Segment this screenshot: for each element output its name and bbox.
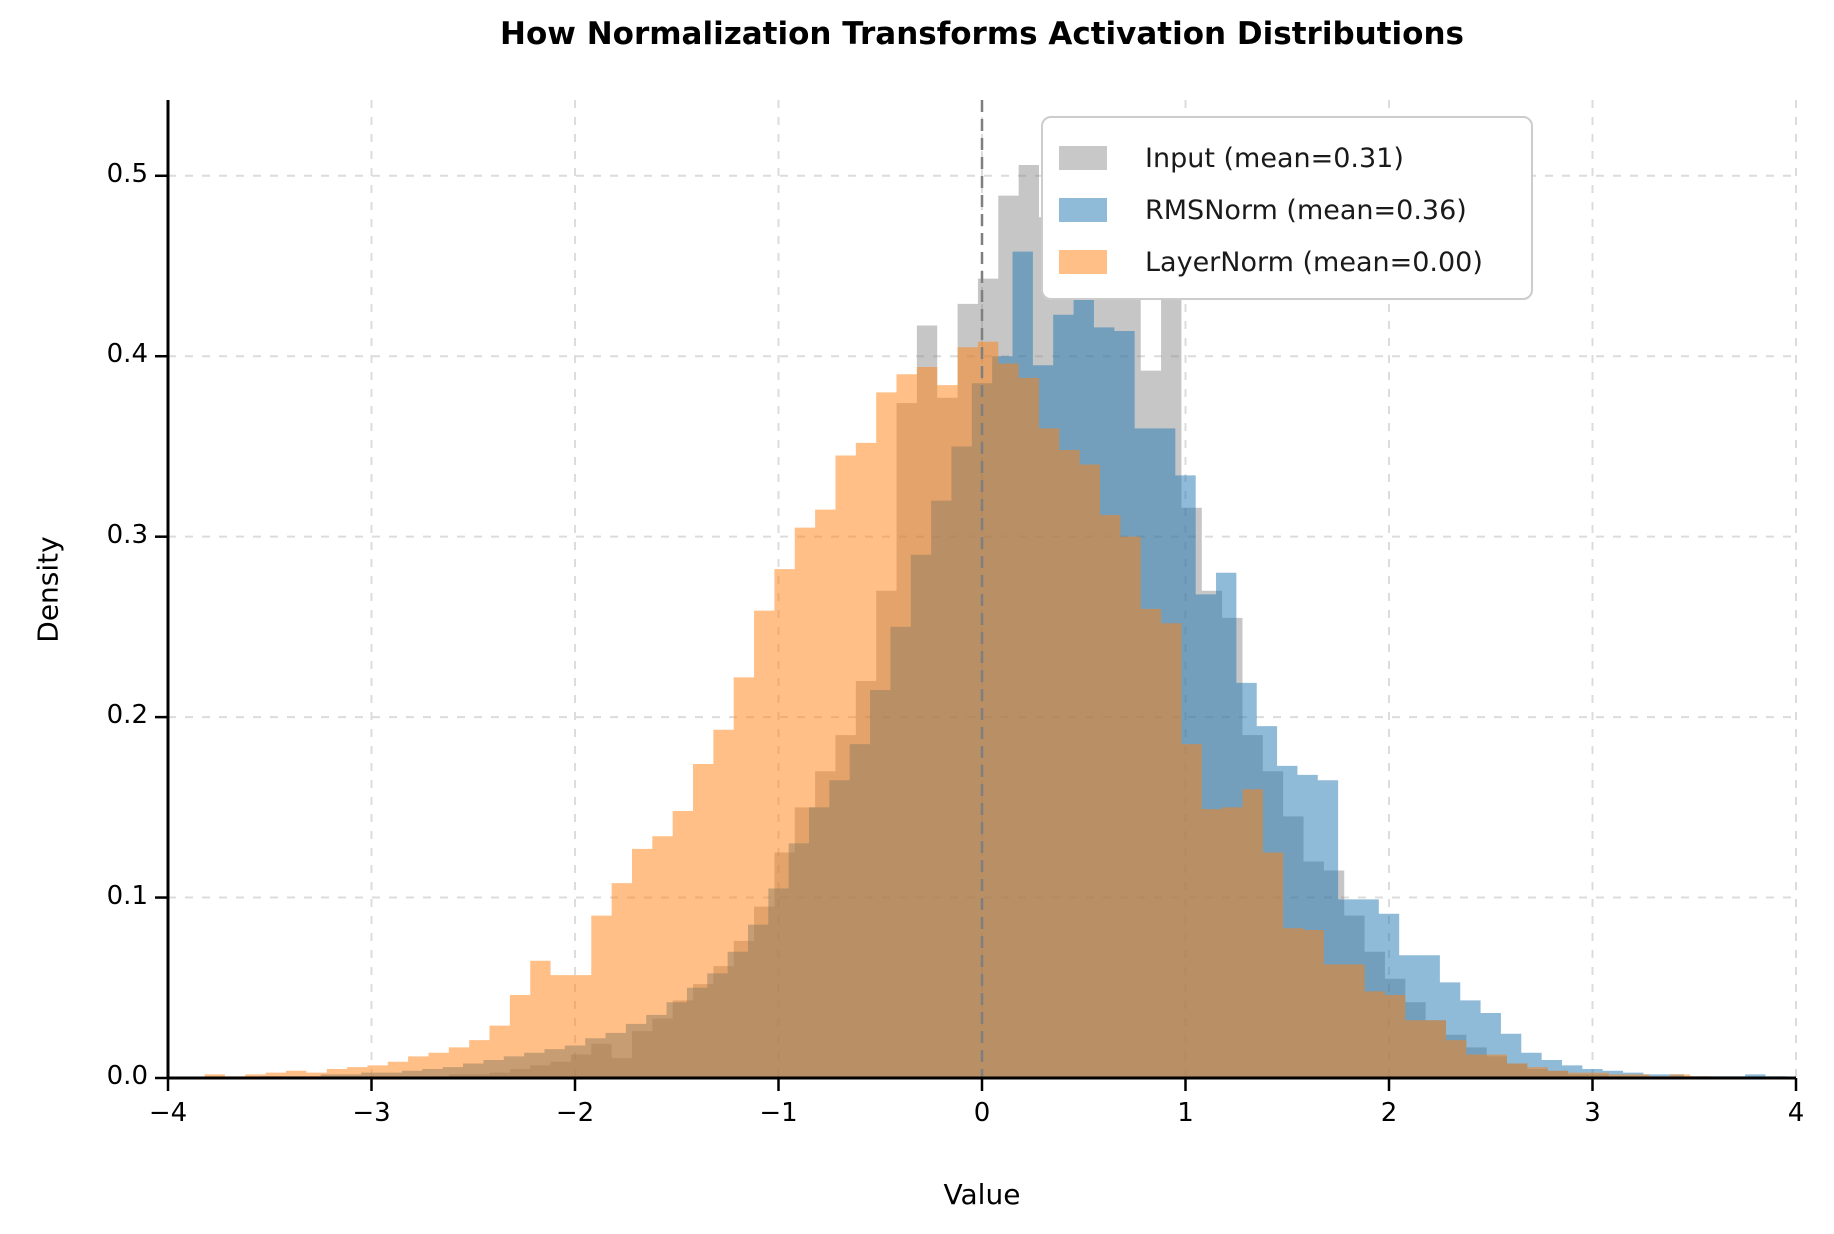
x-tick-label: 0 xyxy=(973,1098,991,1128)
x-tick-label: 4 xyxy=(1787,1098,1805,1128)
y-tick-label: 0.3 xyxy=(106,519,148,550)
legend-label: LayerNorm (mean=0.00) xyxy=(1145,246,1483,278)
histogram-series-layernorm xyxy=(204,341,1711,1078)
legend-row: LayerNorm (mean=0.00) xyxy=(1059,236,1513,288)
y-tick-label: 0.2 xyxy=(106,700,148,731)
x-tick-label: −4 xyxy=(148,1098,188,1128)
legend-swatch-icon xyxy=(1059,146,1107,170)
legend-swatch-icon xyxy=(1059,198,1107,222)
x-tick-label: −1 xyxy=(759,1098,798,1128)
y-tick-label: 0.1 xyxy=(106,880,148,911)
legend-swatch-icon xyxy=(1059,250,1107,274)
legend-row: Input (mean=0.31) xyxy=(1059,132,1513,184)
chart-title: How Normalization Transforms Activation … xyxy=(500,16,1464,52)
x-tick-label: 3 xyxy=(1584,1098,1601,1128)
y-tick-label: 0.4 xyxy=(106,339,148,370)
legend-label: Input (mean=0.31) xyxy=(1145,142,1404,174)
plot-area xyxy=(155,100,1798,1091)
y-tick-label: 0.0 xyxy=(106,1061,148,1091)
histogram-bars xyxy=(204,164,1786,1079)
legend: Input (mean=0.31) RMSNorm (mean=0.36) Laye… xyxy=(1041,116,1533,300)
x-tick-label: −2 xyxy=(555,1098,595,1128)
y-axis-label: Density xyxy=(31,536,65,643)
x-tick-label: −3 xyxy=(352,1098,391,1128)
x-tick-label: 1 xyxy=(1177,1098,1194,1128)
legend-row: RMSNorm (mean=0.36) xyxy=(1059,184,1513,236)
x-axis-label: Value xyxy=(943,1178,1021,1211)
y-tick-label: 0.5 xyxy=(106,158,148,189)
legend-label: RMSNorm (mean=0.36) xyxy=(1145,194,1467,226)
axis-ticks xyxy=(155,174,1798,1091)
x-tick-label: 2 xyxy=(1380,1098,1398,1128)
